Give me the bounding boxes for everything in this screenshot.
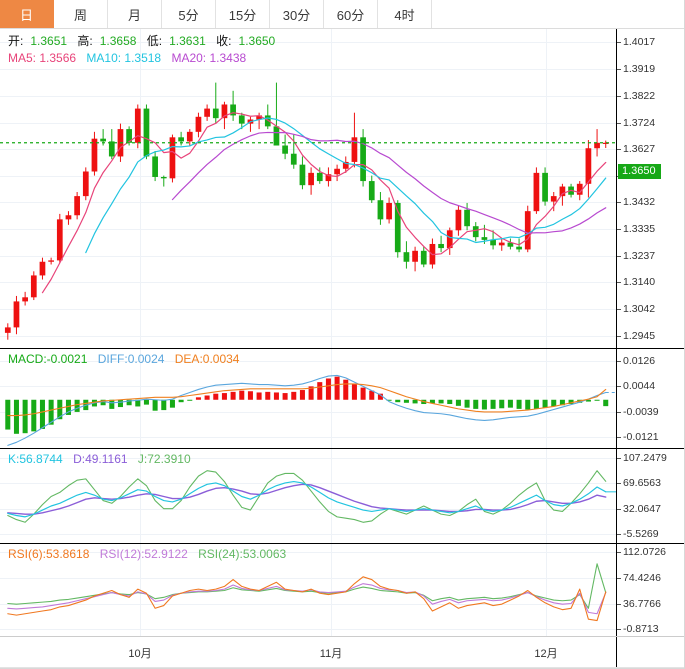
time-axis-label: 11月: [319, 648, 343, 660]
axis-tick: 1.3432: [617, 196, 655, 208]
axis-tick: 1.4017: [617, 36, 655, 48]
tab-15min[interactable]: 15分: [216, 0, 270, 28]
period-tab-bar: 日 周 月 5分 15分 30分 60分 4时: [0, 0, 684, 29]
axis-tick: 1.3140: [617, 276, 655, 288]
tab-day[interactable]: 日: [0, 0, 54, 28]
tab-month[interactable]: 月: [108, 0, 162, 28]
tab-30min-label: 30分: [282, 7, 311, 23]
kdj-panel[interactable]: K:56.8744 D:49.1161 J:72.3910 107.2479 69…: [0, 449, 684, 544]
rsi-panel[interactable]: RSI(6):53.8618 RSI(12):52.9122 RSI(24):5…: [0, 544, 684, 637]
time-axis-label: 12月: [534, 648, 558, 660]
macd-plot-area[interactable]: [0, 349, 616, 448]
tab-5min-label: 5分: [178, 7, 199, 23]
price-chart-panel[interactable]: 开: 1.3651 高: 1.3658 低: 1.3631 收: 1.3650 MA5:…: [0, 29, 684, 349]
tab-15min-label: 15分: [228, 7, 257, 23]
axis-tick: 74.4246: [617, 572, 661, 584]
tab-day-label: 日: [19, 7, 33, 23]
tab-month-label: 月: [127, 7, 141, 23]
tab-week[interactable]: 周: [54, 0, 108, 28]
axis-tick: 1.3042: [617, 303, 655, 315]
tab-60min-label: 60分: [336, 7, 365, 23]
axis-tick: 32.0647: [617, 503, 661, 515]
tab-4hour-label: 4时: [394, 7, 415, 23]
rsi-axis: 112.0726 74.4246 36.7766 -0.8713: [616, 544, 684, 636]
price-axis: 1.40171.39191.38221.37241.36271.35301.34…: [616, 29, 684, 348]
axis-tick: 112.0726: [617, 546, 666, 558]
tab-4hour[interactable]: 4时: [378, 0, 432, 28]
macd-axis: 0.0126 0.0044 -0.0039 -0.0121: [616, 349, 684, 448]
axis-tick: 0.0126: [617, 355, 655, 367]
axis-tick: 1.3919: [617, 63, 655, 75]
tab-5min[interactable]: 5分: [162, 0, 216, 28]
axis-tick: 69.6563: [617, 477, 661, 489]
candlestick-plot-area[interactable]: [0, 29, 616, 348]
time-axis-label: 10月: [128, 648, 152, 660]
axis-tick: 36.7766: [617, 598, 661, 610]
current-price-tag: 1.3650: [618, 164, 661, 180]
time-axis-right-pad: [616, 637, 684, 667]
macd-panel[interactable]: MACD:-0.0021 DIFF:0.0024 DEA:0.0034 0.01…: [0, 349, 684, 449]
axis-tick: -0.8713: [617, 623, 659, 635]
kdj-plot-area[interactable]: [0, 449, 616, 543]
axis-tick: 107.2479: [617, 452, 667, 464]
tab-30min[interactable]: 30分: [270, 0, 324, 28]
axis-tick: 1.3627: [617, 143, 655, 155]
axis-tick: 1.3237: [617, 250, 655, 262]
axis-tick: 1.3724: [617, 117, 655, 129]
time-axis: 10月 11月 12月: [0, 637, 684, 668]
axis-tick: 1.3822: [617, 90, 655, 102]
tab-week-label: 周: [73, 7, 87, 23]
axis-tick: 1.2945: [617, 330, 655, 342]
axis-tick: -0.0039: [617, 406, 659, 418]
tab-bar-filler: [432, 0, 684, 28]
axis-tick: 1.3335: [617, 223, 655, 235]
rsi-plot-area[interactable]: [0, 544, 616, 636]
axis-tick: -5.5269: [617, 528, 659, 540]
axis-tick: 0.0044: [617, 380, 655, 392]
kdj-axis: 107.2479 69.6563 32.0647 -5.5269: [616, 449, 684, 543]
axis-tick: -0.0121: [617, 431, 659, 443]
tab-60min[interactable]: 60分: [324, 0, 378, 28]
